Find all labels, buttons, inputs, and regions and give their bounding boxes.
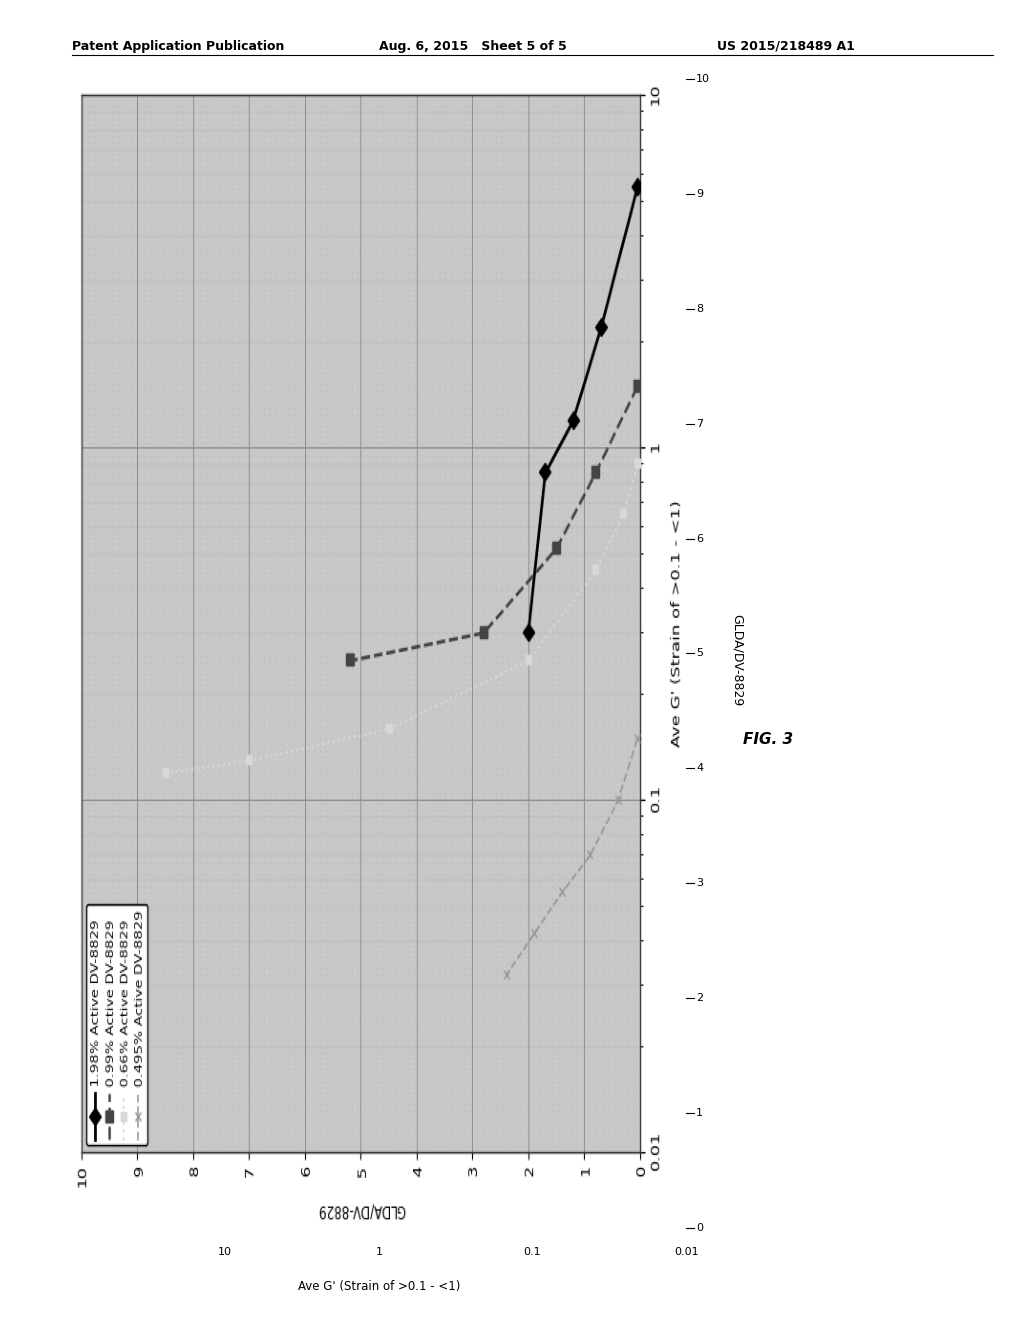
Text: 0.01: 0.01	[674, 1247, 698, 1258]
Text: 7: 7	[696, 418, 703, 429]
Text: 6: 6	[696, 533, 703, 544]
Text: 3: 3	[696, 878, 703, 888]
Text: 4: 4	[696, 763, 703, 774]
Text: 0.1: 0.1	[523, 1247, 542, 1258]
Text: US 2015/218489 A1: US 2015/218489 A1	[717, 40, 855, 53]
Text: 1: 1	[376, 1247, 382, 1258]
Text: 5: 5	[696, 648, 703, 659]
Text: 8: 8	[696, 304, 703, 314]
Text: 10: 10	[696, 74, 711, 84]
Text: 2: 2	[696, 993, 703, 1003]
Text: FIG. 3: FIG. 3	[743, 731, 793, 747]
Text: 0: 0	[696, 1222, 703, 1233]
Text: GLDA/DV-8829: GLDA/DV-8829	[731, 614, 743, 706]
Text: Aug. 6, 2015   Sheet 5 of 5: Aug. 6, 2015 Sheet 5 of 5	[379, 40, 566, 53]
Text: 10: 10	[218, 1247, 232, 1258]
Text: Patent Application Publication: Patent Application Publication	[72, 40, 284, 53]
Text: 1: 1	[696, 1107, 703, 1118]
Text: 9: 9	[696, 189, 703, 199]
Text: Ave G' (Strain of >0.1 - <1): Ave G' (Strain of >0.1 - <1)	[298, 1280, 460, 1294]
